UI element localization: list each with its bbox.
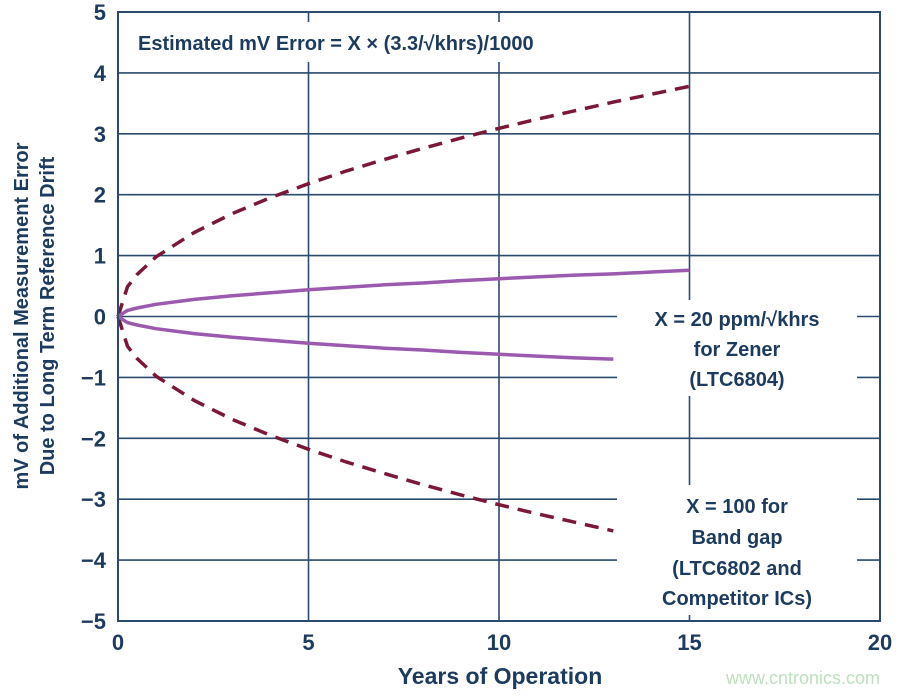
x-axis-label: Years of Operation (398, 663, 603, 689)
bandgap-line1: X = 100 for (686, 496, 788, 518)
x-tick-label: 0 (112, 630, 124, 655)
y-tick-label: 4 (94, 61, 107, 86)
bandgap-curve (116, 315, 614, 533)
bandgap-line4: Competitor ICs) (662, 588, 812, 610)
zener-line3: (LTC6804) (689, 369, 784, 391)
curves (116, 84, 690, 533)
bandgap-line3: (LTC6802 and (672, 558, 802, 580)
x-tick-labels: 0 5 10 15 20 (112, 630, 892, 655)
zener-curve (117, 268, 690, 318)
y-tick-label: 0 (94, 305, 106, 330)
label-background (617, 300, 857, 396)
zener-line1: X = 20 ppm/√khrs (655, 309, 820, 331)
zener-annotation: X = 20 ppm/√khrs for Zener (LTC6804) (655, 309, 820, 391)
y-tick-label: −4 (81, 548, 107, 573)
watermark: www.cntronics.com (725, 668, 880, 688)
label-background (128, 22, 658, 62)
grid (118, 12, 880, 621)
zener-curve (117, 315, 614, 361)
x-tick-label: 10 (487, 630, 511, 655)
y-tick-label: 1 (94, 244, 106, 269)
y-tick-label: 3 (94, 122, 106, 147)
y-tick-label: −2 (81, 426, 106, 451)
label-background (617, 485, 857, 615)
y-tick-label: 5 (94, 0, 106, 25)
x-tick-label: 20 (868, 630, 892, 655)
bandgap-annotation: X = 100 for Band gap (LTC6802 and Compet… (662, 496, 812, 610)
annotation-backgrounds (128, 22, 857, 615)
y-axis-label-line1: mV of Additional Measurement Error (11, 142, 33, 489)
bandgap-curve (116, 84, 690, 318)
y-tick-label: −3 (81, 487, 106, 512)
y-tick-label: −1 (81, 365, 106, 390)
y-tick-label: −5 (81, 609, 106, 634)
bandgap-line2: Band gap (691, 527, 782, 549)
y-axis-label-line2: Due to Long Term Reference Drift (37, 156, 59, 475)
plot-frame (117, 11, 881, 622)
x-tick-label: 15 (677, 630, 701, 655)
y-tick-label: 2 (94, 183, 106, 208)
zener-line2: for Zener (694, 339, 781, 361)
x-tick-label: 5 (302, 630, 314, 655)
chart-title: Estimated mV Error = X × (3.3/√khrs)/100… (138, 33, 534, 55)
y-tick-labels: 5 4 3 2 1 0 −1 −2 −3 −4 −5 (81, 0, 107, 634)
